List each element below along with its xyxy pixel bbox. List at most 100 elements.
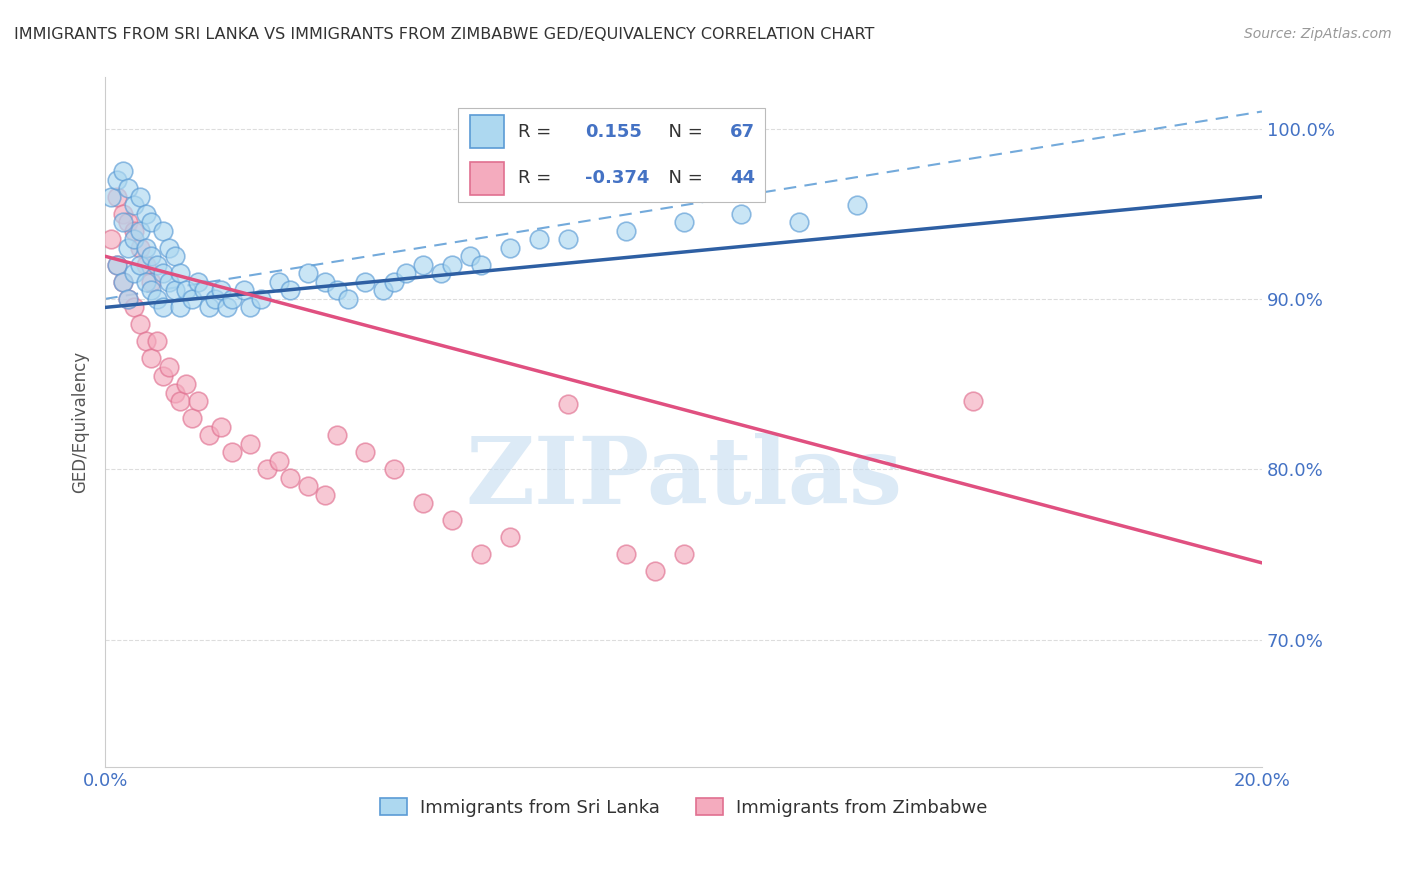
Point — [117, 241, 139, 255]
Point — [174, 377, 197, 392]
Point — [181, 411, 204, 425]
Point — [105, 258, 128, 272]
Point — [152, 266, 174, 280]
Point — [129, 241, 152, 255]
Point — [198, 428, 221, 442]
Point — [384, 462, 406, 476]
Point — [152, 224, 174, 238]
Point — [157, 275, 180, 289]
Point — [267, 275, 290, 289]
Point — [672, 215, 695, 229]
Text: IMMIGRANTS FROM SRI LANKA VS IMMIGRANTS FROM ZIMBABWE GED/EQUIVALENCY CORRELATIO: IMMIGRANTS FROM SRI LANKA VS IMMIGRANTS … — [14, 27, 875, 42]
Point — [314, 275, 336, 289]
Point — [141, 275, 163, 289]
Point — [122, 266, 145, 280]
Point — [117, 215, 139, 229]
Point — [846, 198, 869, 212]
Point — [256, 462, 278, 476]
Point — [122, 301, 145, 315]
Point — [157, 359, 180, 374]
Point — [458, 249, 481, 263]
Point — [527, 232, 550, 246]
Text: Source: ZipAtlas.com: Source: ZipAtlas.com — [1244, 27, 1392, 41]
Point — [105, 189, 128, 203]
Point — [962, 394, 984, 409]
Point — [141, 351, 163, 366]
Point — [787, 215, 810, 229]
FancyBboxPatch shape — [458, 109, 765, 202]
Y-axis label: GED/Equivalency: GED/Equivalency — [72, 351, 89, 493]
Point — [111, 275, 134, 289]
Point — [297, 266, 319, 280]
Point — [441, 258, 464, 272]
Point — [135, 241, 157, 255]
Point — [209, 284, 232, 298]
Point — [325, 428, 347, 442]
Point — [105, 172, 128, 186]
Point — [169, 266, 191, 280]
Point — [146, 292, 169, 306]
Point — [117, 292, 139, 306]
Point — [135, 207, 157, 221]
Point — [111, 207, 134, 221]
Legend: Immigrants from Sri Lanka, Immigrants from Zimbabwe: Immigrants from Sri Lanka, Immigrants fr… — [373, 790, 994, 824]
Point — [278, 284, 301, 298]
Point — [105, 258, 128, 272]
Point — [100, 189, 122, 203]
Point — [470, 547, 492, 561]
Point — [325, 284, 347, 298]
Point — [111, 164, 134, 178]
Point — [441, 513, 464, 527]
Point — [174, 284, 197, 298]
FancyBboxPatch shape — [470, 161, 505, 194]
Point — [100, 232, 122, 246]
Point — [644, 565, 666, 579]
Point — [129, 189, 152, 203]
Text: N =: N = — [657, 123, 714, 141]
Text: ZIPatlas: ZIPatlas — [465, 433, 903, 523]
Point — [730, 207, 752, 221]
Point — [204, 292, 226, 306]
Point — [209, 419, 232, 434]
Point — [499, 530, 522, 544]
Point — [181, 292, 204, 306]
Point — [371, 284, 394, 298]
Point — [354, 275, 377, 289]
Point — [129, 224, 152, 238]
Point — [122, 232, 145, 246]
Point — [169, 301, 191, 315]
Point — [169, 394, 191, 409]
Point — [117, 181, 139, 195]
Point — [250, 292, 273, 306]
Point — [614, 547, 637, 561]
Point — [152, 301, 174, 315]
Point — [672, 547, 695, 561]
Point — [233, 284, 256, 298]
Point — [135, 258, 157, 272]
Point — [297, 479, 319, 493]
Text: R =: R = — [519, 123, 562, 141]
Point — [239, 301, 262, 315]
Point — [135, 275, 157, 289]
Point — [141, 215, 163, 229]
Point — [187, 394, 209, 409]
Point — [187, 275, 209, 289]
Text: -0.374: -0.374 — [585, 169, 650, 187]
Point — [117, 292, 139, 306]
Point — [135, 334, 157, 349]
Point — [129, 258, 152, 272]
FancyBboxPatch shape — [470, 115, 505, 148]
Point — [557, 232, 579, 246]
Point — [193, 284, 215, 298]
Point — [395, 266, 418, 280]
Point — [215, 301, 238, 315]
Point — [129, 318, 152, 332]
Point — [122, 224, 145, 238]
Point — [122, 198, 145, 212]
Point — [163, 385, 186, 400]
Point — [499, 241, 522, 255]
Point — [198, 301, 221, 315]
Point — [614, 224, 637, 238]
Point — [354, 445, 377, 459]
Point — [557, 397, 579, 411]
